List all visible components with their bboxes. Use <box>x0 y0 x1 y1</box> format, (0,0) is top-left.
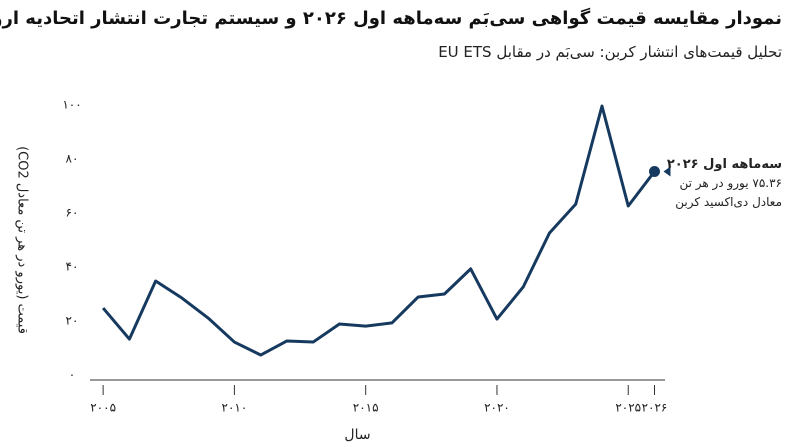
x-tick-label: ۲۰۲۶ <box>642 401 668 415</box>
x-axis-label: سال <box>344 427 370 443</box>
annotation-line: معادل دی‌اکسید کربن <box>675 195 782 209</box>
chart-title: نمودار مقایسه قیمت گواهی سی‌بَم سه‌ماهه … <box>0 8 782 29</box>
y-tick-label: ۶۰ <box>66 206 79 220</box>
pointer <box>663 166 671 177</box>
line <box>101 104 656 357</box>
x-tick-label: ۲۰۲۵ <box>615 401 641 415</box>
x-tick-label: ۲۰۱۰ <box>222 401 248 415</box>
y-axis-label: قیمت (یورو در هر تن معادل CO2) <box>15 146 30 334</box>
y-tick-label: ۸۰ <box>66 152 79 166</box>
x-tick-label: ۲۰۰۵ <box>90 401 116 415</box>
y-tick-label: ۲۰ <box>66 314 79 328</box>
y-tick-label: ۰ <box>69 368 75 382</box>
x-tick-label: ۲۰۲۰ <box>484 401 510 415</box>
annotation-title: سه‌ماهه اول ۲۰۲۶ <box>666 157 782 172</box>
x-tick-label: ۲۰۱۵ <box>353 401 379 415</box>
highlight-point <box>648 166 660 178</box>
annotation-line: ۷۵.۳۶ یورو در هر تن <box>679 176 782 190</box>
y-tick-label: ۴۰ <box>66 260 79 274</box>
chart-subtitle: تحلیل قیمت‌های انتشار کربن: سی‌بَم در مق… <box>438 43 782 61</box>
y-tick-label: ۱۰۰ <box>62 98 81 112</box>
annotation: سه‌ماهه اول ۲۰۲۶ ۷۵.۳۶ یورو در هر تن معا… <box>667 155 782 212</box>
